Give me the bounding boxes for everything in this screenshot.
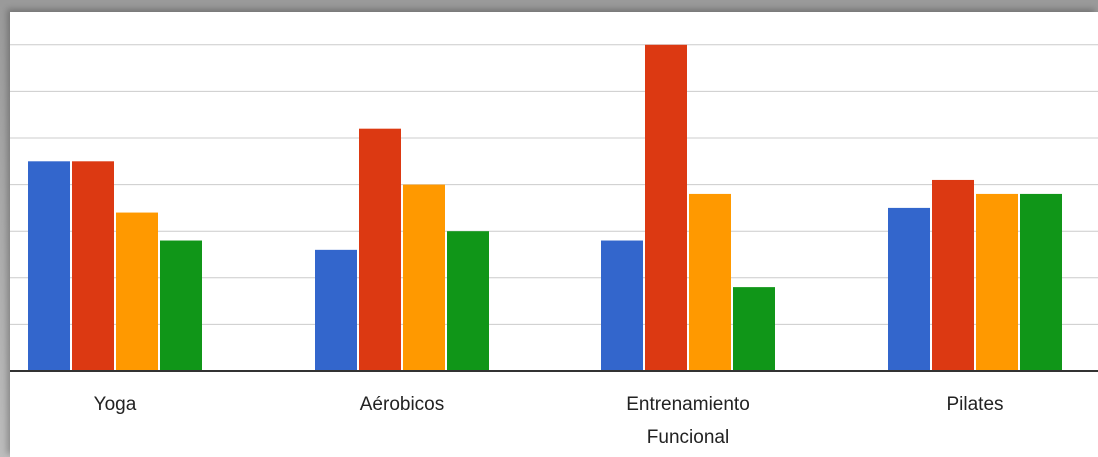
bar-0-series-3 [160, 240, 202, 371]
x-axis-labels: Yoga Aérobicos Entrenamiento Funcional Pilat… [94, 394, 1004, 448]
bar-0-series-1 [72, 161, 114, 371]
bar-1-series-3 [447, 231, 489, 371]
bar-1-series-0 [315, 249, 357, 371]
bar-1-series-2 [403, 184, 445, 371]
bar-3-series-2 [976, 193, 1018, 371]
bar-3-series-0 [888, 207, 930, 371]
bar-chart: Yoga Aérobicos Entrenamiento Funcional Pilat… [10, 44, 1098, 448]
x-tick-label: Entrenamiento Funcional [626, 394, 750, 448]
x-tick-label: Pilates [946, 394, 1003, 415]
bar-2-series-3 [733, 287, 775, 371]
bar-3-series-1 [932, 179, 974, 371]
x-tick-label: Yoga [94, 394, 137, 415]
bar-0-series-0 [28, 161, 70, 371]
bar-0-series-2 [116, 212, 158, 371]
bars [28, 44, 1062, 372]
chart-panel: Yoga Aérobicos Entrenamiento Funcional Pilat… [10, 12, 1098, 457]
bar-3-series-3 [1020, 193, 1062, 371]
bar-1-series-1 [359, 128, 401, 371]
bar-2-series-0 [601, 240, 643, 371]
bar-2-series-1 [645, 44, 687, 372]
bar-2-series-2 [689, 193, 731, 371]
x-tick-label: Aérobicos [360, 394, 445, 415]
